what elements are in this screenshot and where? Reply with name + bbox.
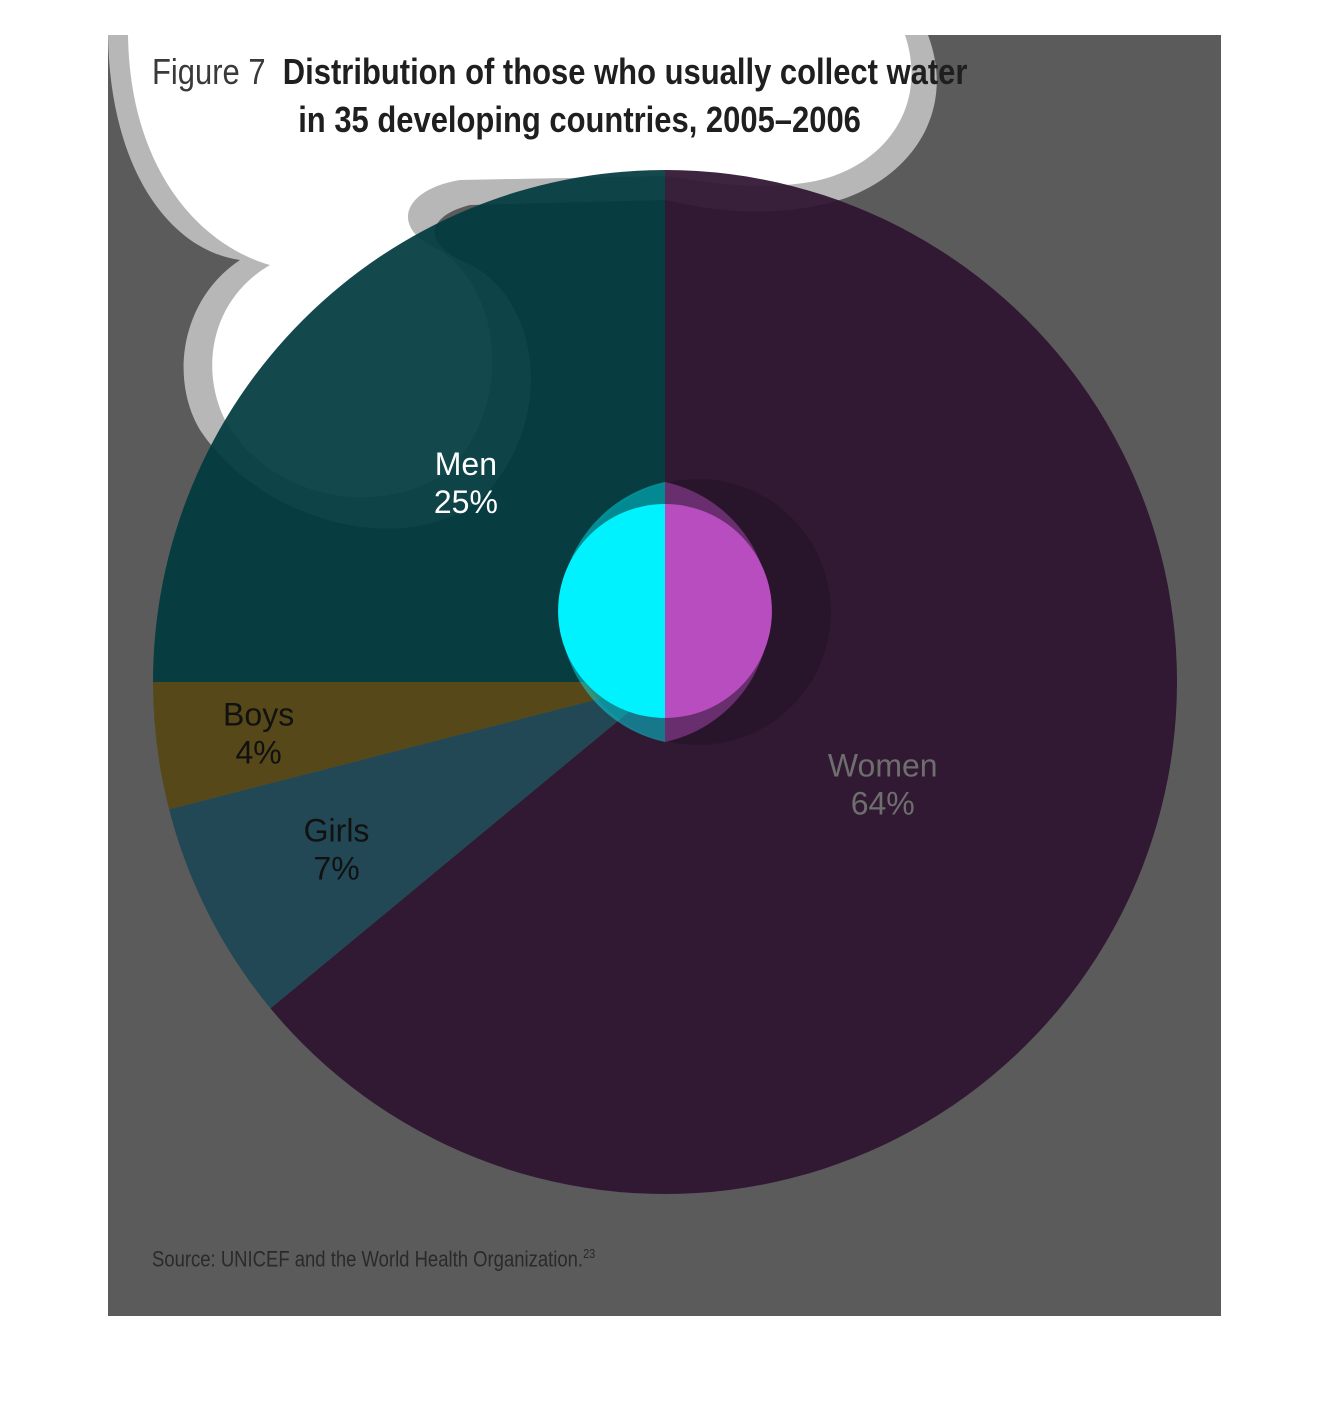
center-disc-right [665,504,772,718]
slice-label-women: Women [828,747,938,783]
source-note: Source: UNICEF and the World Health Orga… [152,1246,595,1272]
source-ref: 23 [583,1246,596,1261]
figure-label: Figure 7 [152,51,266,92]
source-text: Source: UNICEF and the World Health Orga… [152,1246,584,1272]
title-line-1: Distribution of those who usually collec… [282,51,968,92]
center-disc-left [558,504,665,718]
pie-slice-boys [153,682,665,810]
slice-value-boys: 4% [236,734,282,770]
slice-label-men: Men [435,446,497,482]
chart-title: Figure 7 Distribution of those who usual… [152,48,967,144]
title-line-2: in 35 developing countries, 2005–2006 [298,99,861,140]
slice-value-men: 25% [434,484,498,520]
slice-value-girls: 7% [313,850,359,886]
slice-value-women: 64% [851,785,915,821]
slice-label-girls: Girls [304,812,370,848]
pie-slice-men [153,170,665,682]
pie-slice-girls [169,682,665,1009]
slice-label-boys: Boys [223,696,294,732]
